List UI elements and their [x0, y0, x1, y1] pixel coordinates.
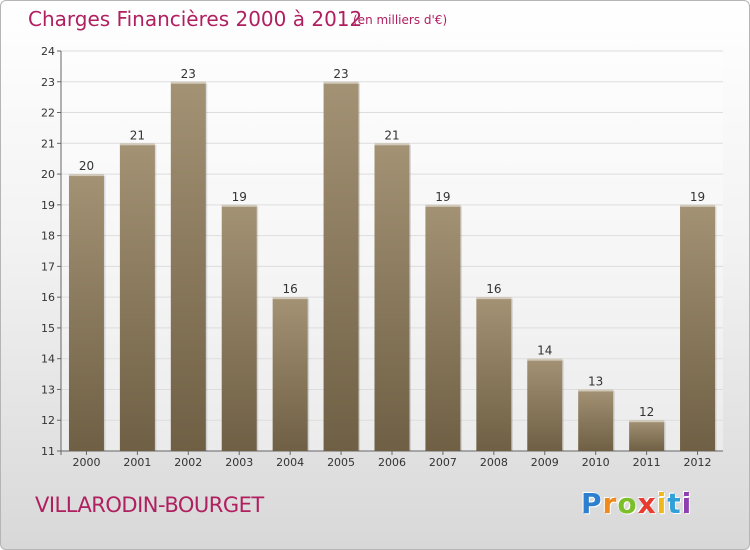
y-tick-label: 24 — [41, 45, 55, 58]
x-tick-label: 2011 — [633, 456, 661, 469]
bar-2004 — [272, 297, 308, 451]
x-tick-label: 2008 — [480, 456, 508, 469]
x-tick-label: 2004 — [276, 456, 304, 469]
bar-2007 — [425, 204, 461, 451]
value-label: 13 — [588, 374, 603, 388]
value-label: 16 — [283, 282, 298, 296]
y-tick-label: 21 — [41, 137, 55, 150]
y-tick-label: 22 — [41, 107, 55, 120]
bar-2008 — [476, 297, 512, 451]
bar-2012 — [680, 204, 716, 451]
bar-highlight — [629, 420, 665, 423]
y-tick-label: 11 — [41, 445, 55, 458]
bar-2005 — [323, 81, 359, 452]
chart-subtitle: (en milliers d'€) — [353, 13, 448, 27]
bar-highlight — [170, 81, 206, 84]
value-label: 12 — [639, 405, 654, 419]
bar-highlight — [374, 143, 410, 146]
bar-2009 — [527, 358, 563, 451]
y-tick-label: 18 — [41, 230, 55, 243]
value-label: 19 — [435, 190, 450, 204]
bar-2002 — [170, 81, 206, 452]
y-tick-label: 14 — [41, 353, 55, 366]
bar-highlight — [272, 297, 308, 300]
x-tick-label: 2006 — [378, 456, 406, 469]
bar-2010 — [578, 389, 614, 451]
value-label: 14 — [537, 344, 552, 358]
value-label: 21 — [130, 128, 145, 142]
value-label: 19 — [690, 190, 705, 204]
value-label: 21 — [384, 128, 399, 142]
x-tick-label: 2003 — [225, 456, 253, 469]
labels: 11 12 13 14 15 16 17 18 19 20 21 22 23 24 20 2000 21 2001… — [41, 45, 712, 469]
bar-2001 — [119, 143, 155, 452]
y-tick-label: 16 — [41, 291, 55, 304]
bar-2006 — [374, 143, 410, 452]
y-tick-label: 12 — [41, 414, 55, 427]
value-label: 23 — [181, 67, 196, 81]
bar-highlight — [221, 204, 257, 207]
bar-highlight — [119, 143, 155, 146]
x-tick-label: 2009 — [531, 456, 559, 469]
commune-name: VILLARODIN-BOURGET — [35, 493, 264, 517]
x-tick-label: 2007 — [429, 456, 457, 469]
bars — [68, 81, 717, 452]
value-label: 20 — [79, 159, 94, 173]
y-tick-label: 17 — [41, 260, 55, 273]
bar-highlight — [323, 81, 359, 84]
bar-highlight — [578, 389, 614, 392]
bar-highlight — [476, 297, 512, 300]
x-tick-label: 2010 — [582, 456, 610, 469]
value-label: 16 — [486, 282, 501, 296]
x-tick-label: 2001 — [123, 456, 151, 469]
x-tick-label: 2012 — [684, 456, 712, 469]
bar-highlight — [68, 174, 104, 177]
x-tick-label: 2005 — [327, 456, 355, 469]
bar-2000 — [68, 174, 104, 452]
bar-2011 — [629, 420, 665, 451]
y-tick-label: 15 — [41, 322, 55, 335]
y-tick-label: 19 — [41, 199, 55, 212]
value-label: 23 — [333, 67, 348, 81]
bar-highlight — [527, 358, 563, 361]
y-tick-label: 23 — [41, 76, 55, 89]
y-tick-label: 20 — [41, 168, 55, 181]
bar-2003 — [221, 204, 257, 451]
x-tick-label: 2002 — [174, 456, 202, 469]
value-label: 19 — [232, 190, 247, 204]
x-tick-label: 2000 — [72, 456, 100, 469]
bar-highlight — [680, 204, 716, 207]
proxiti-logo: Proxiti — [581, 487, 693, 520]
bar-highlight — [425, 204, 461, 207]
chart-title: Charges Financières 2000 à 2012 — [28, 7, 363, 31]
y-tick-label: 13 — [41, 383, 55, 396]
